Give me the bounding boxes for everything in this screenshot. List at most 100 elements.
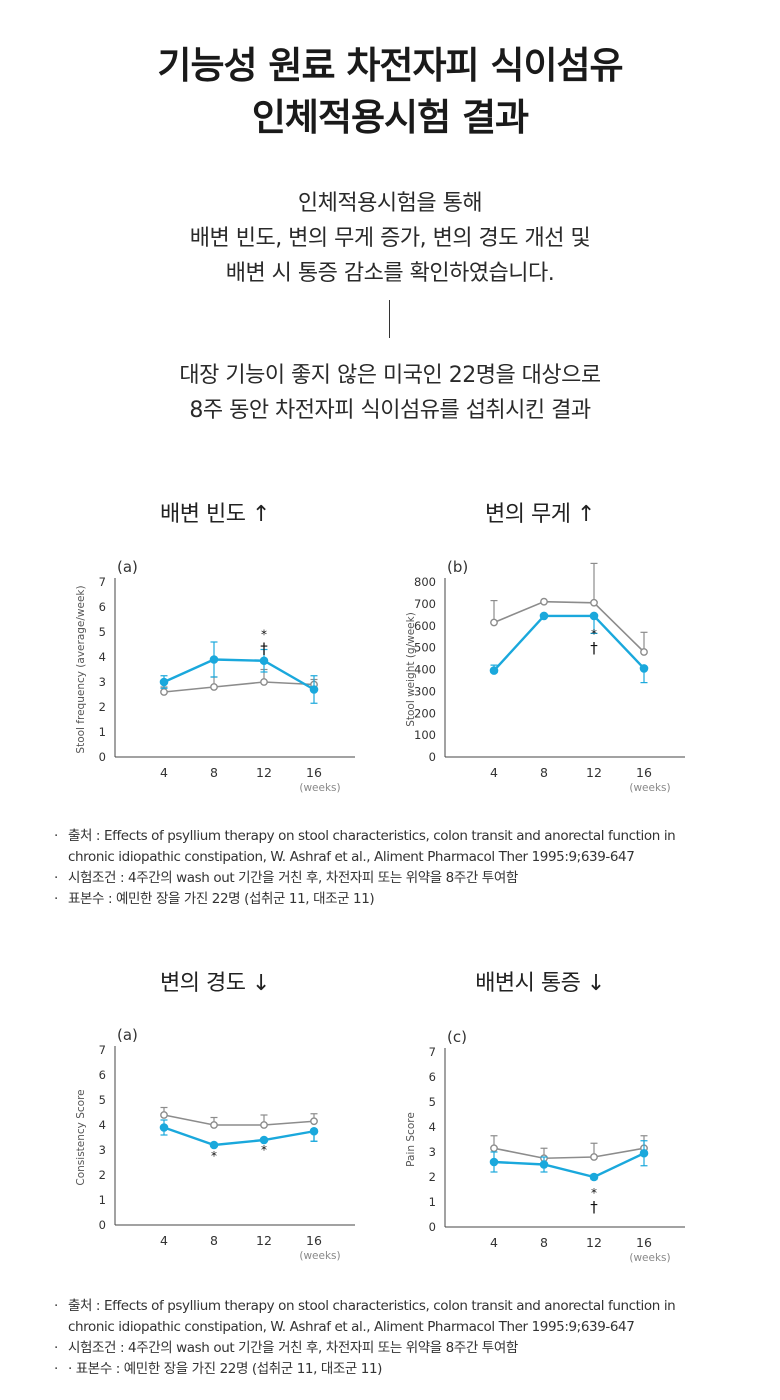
y-tick-label: 2 [99,700,106,714]
note-source: · 출처 : Effects of psyllium therapy on st… [54,1296,744,1317]
intro-text: 인체적용시험을 통해 배변 빈도, 변의 무게 증가, 변의 경도 개선 및 배… [0,186,780,291]
y-tick-label: 3 [99,1143,106,1157]
note-source-cont: chronic idiopathic constipation, W. Ashr… [68,849,635,865]
x-tick-label: 12 [256,1233,272,1248]
study-target-text: 대장 기능이 좋지 않은 미국인 22명을 대상으로 8주 동안 차전자피 식이… [0,358,780,428]
y-tick-label: 3 [429,1145,436,1159]
control-point [260,678,268,686]
x-tick-label: 8 [540,765,548,780]
note-bullet: · [54,1361,58,1377]
x-tick-label: 4 [490,765,498,780]
significance-marker: * [211,1149,217,1163]
notes-top: · 출처 : Effects of psyllium therapy on st… [54,826,744,910]
note-bullet: · [54,1298,58,1314]
note-source-text: 출처 : Effects of psyllium therapy on stoo… [68,828,676,844]
note-condition: · 시험조건 : 4주간의 wash out 기간을 거친 후, 차전자피 또는… [54,868,744,889]
y-tick-label: 600 [414,619,436,633]
treatment-point [159,677,169,687]
y-tick-label: 5 [99,625,106,639]
control-point [590,1153,598,1161]
y-tick-label: 4 [429,1120,436,1134]
x-tick-label: 12 [256,765,272,780]
control-point [210,683,218,691]
y-tick-label: 4 [99,1118,106,1132]
note-condition-text: 시험조건 : 4주간의 wash out 기간을 거친 후, 차전자피 또는 위… [68,1340,518,1356]
notes-bottom: · 출처 : Effects of psyllium therapy on st… [54,1296,744,1380]
y-tick-label: 5 [99,1093,106,1107]
y-tick-label: 800 [414,575,436,589]
y-tick-label: 5 [429,1095,436,1109]
intro-line: 배변 시 통증 감소를 확인하였습니다. [225,261,555,286]
study-target-line: 대장 기능이 좋지 않은 미국인 22명을 대상으로 [179,363,601,388]
x-tick-label: 4 [490,1235,498,1250]
note-sample: · · 표본수 : 예민한 장을 가진 22명 (섭취군 11, 대조군 11) [54,1359,744,1380]
control-point [590,598,598,607]
panel-label: (c) [447,1028,467,1046]
treatment-point [259,1135,269,1145]
x-tick-label: 8 [210,1233,218,1248]
treatment-point [489,1157,499,1167]
control-point [160,688,168,696]
y-axis-label: Stool weight (g/week) [405,612,417,727]
note-source: · 출처 : Effects of psyllium therapy on st… [54,826,744,847]
note-bullet: · [54,870,58,886]
note-bullet: · [54,828,58,844]
treatment-point [589,1172,599,1182]
note-sample-text: 표본수 : 예민한 장을 가진 22명 (섭취군 11, 대조군 11) [68,891,375,907]
y-tick-label: 0 [99,750,106,764]
intro-line: 인체적용시험을 통해 [297,191,483,216]
x-tick-label: 16 [636,1235,652,1250]
y-tick-label: 400 [414,663,436,677]
treatment-point [539,1160,549,1169]
y-axis-label: Pain Score [405,1112,417,1167]
panel-label: (a) [117,1026,138,1044]
treatment-series-line [163,1126,315,1147]
x-tick-label: 16 [306,765,322,780]
y-tick-label: 3 [99,675,106,689]
treatment-series-line [163,658,315,691]
x-tick-label: 16 [636,765,652,780]
panel-label: (a) [117,558,138,576]
y-tick-label: 6 [429,1070,436,1084]
x-tick-label: 16 [306,1233,322,1248]
y-tick-label: 200 [414,706,436,720]
x-tick-label: 12 [586,765,602,780]
weight-chart: 0 100 200 300 400 500 600 700 800 4 8 12 16 (weeks) (b… [405,558,685,794]
treatment-point [639,1148,649,1158]
note-bullet: · [54,891,58,907]
note-sample-text: · 표본수 : 예민한 장을 가진 22명 (섭취군 11, 대조군 11) [68,1361,383,1377]
x-tick-label: 8 [540,1235,548,1250]
control-point [310,1117,318,1126]
note-condition: · 시험조건 : 4주간의 wash out 기간을 거친 후, 차전자피 또는… [54,1338,744,1359]
significance-marker: † [590,1198,598,1216]
treatment-point [209,655,219,664]
y-tick-label: 0 [99,1218,106,1232]
x-tick-label: 4 [160,1233,168,1248]
treatment-point [259,656,269,666]
significance-marker: * [591,627,597,641]
y-tick-label: 0 [429,750,436,764]
y-tick-label: 7 [99,1043,106,1057]
y-tick-label: 2 [429,1170,436,1184]
chart-heading-weight: 변의 무게 ↑ [485,502,595,527]
page-title: 기능성 원료 차전자피 식이섬유 인체적용시험 결과 [0,40,780,144]
treatment-series-line [493,1152,645,1179]
treatment-point [209,1140,219,1150]
significance-marker: * [261,627,267,641]
control-point [160,1111,168,1119]
significance-marker: * [261,1143,267,1157]
x-unit-label: (weeks) [629,782,670,794]
y-tick-label: 700 [414,597,436,611]
treatment-point [159,1123,169,1132]
note-source-text: 출처 : Effects of psyllium therapy on stoo… [68,1298,676,1314]
control-point [260,1121,268,1129]
control-series-line [163,1114,315,1126]
control-point [490,618,498,627]
y-axis-label: Consistency Score [75,1089,87,1185]
y-tick-label: 2 [99,1168,106,1182]
treatment-point [489,666,499,675]
y-tick-label: 100 [414,728,436,742]
treatment-point [589,611,599,621]
